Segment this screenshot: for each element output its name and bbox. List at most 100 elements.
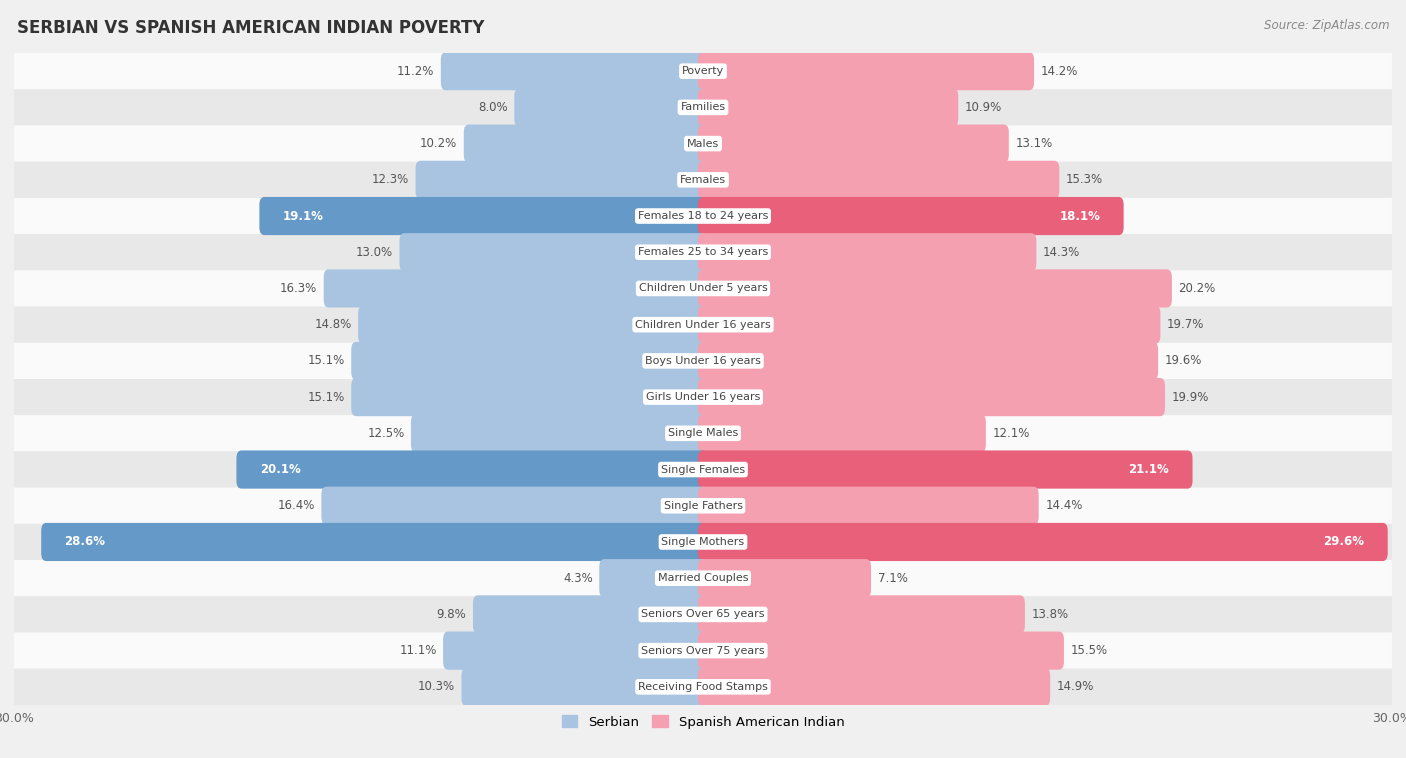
Text: Single Fathers: Single Fathers <box>664 501 742 511</box>
FancyBboxPatch shape <box>236 450 709 489</box>
FancyBboxPatch shape <box>14 306 1392 343</box>
FancyBboxPatch shape <box>14 597 1392 632</box>
FancyBboxPatch shape <box>443 631 709 670</box>
Text: 11.2%: 11.2% <box>396 64 434 77</box>
Text: 14.2%: 14.2% <box>1040 64 1078 77</box>
FancyBboxPatch shape <box>14 126 1392 161</box>
FancyBboxPatch shape <box>697 88 959 127</box>
FancyBboxPatch shape <box>416 161 709 199</box>
Text: Single Males: Single Males <box>668 428 738 438</box>
FancyBboxPatch shape <box>697 305 1160 344</box>
Text: 13.8%: 13.8% <box>1032 608 1069 621</box>
FancyBboxPatch shape <box>14 343 1392 379</box>
Text: 13.1%: 13.1% <box>1015 137 1053 150</box>
FancyBboxPatch shape <box>697 378 1166 416</box>
Text: 14.9%: 14.9% <box>1057 681 1094 694</box>
FancyBboxPatch shape <box>352 342 709 380</box>
FancyBboxPatch shape <box>14 487 1392 524</box>
Legend: Serbian, Spanish American Indian: Serbian, Spanish American Indian <box>557 710 849 735</box>
Text: Seniors Over 75 years: Seniors Over 75 years <box>641 646 765 656</box>
FancyBboxPatch shape <box>352 378 709 416</box>
FancyBboxPatch shape <box>14 53 1392 89</box>
Text: 12.5%: 12.5% <box>367 427 405 440</box>
FancyBboxPatch shape <box>14 524 1392 560</box>
Text: Females 18 to 24 years: Females 18 to 24 years <box>638 211 768 221</box>
FancyBboxPatch shape <box>14 379 1392 415</box>
Text: 8.0%: 8.0% <box>478 101 508 114</box>
Text: 12.1%: 12.1% <box>993 427 1029 440</box>
Text: 4.3%: 4.3% <box>562 572 593 584</box>
Text: 15.3%: 15.3% <box>1066 174 1102 186</box>
FancyBboxPatch shape <box>411 414 709 453</box>
FancyBboxPatch shape <box>697 233 1036 271</box>
FancyBboxPatch shape <box>14 161 1392 198</box>
Text: 20.1%: 20.1% <box>260 463 301 476</box>
Text: 10.9%: 10.9% <box>965 101 1002 114</box>
Text: 9.8%: 9.8% <box>437 608 467 621</box>
FancyBboxPatch shape <box>697 124 1010 163</box>
FancyBboxPatch shape <box>14 415 1392 452</box>
Text: Receiving Food Stamps: Receiving Food Stamps <box>638 682 768 692</box>
Text: Females: Females <box>681 175 725 185</box>
FancyBboxPatch shape <box>461 668 709 706</box>
Text: 15.1%: 15.1% <box>308 355 344 368</box>
Text: Females 25 to 34 years: Females 25 to 34 years <box>638 247 768 257</box>
FancyBboxPatch shape <box>599 559 709 597</box>
FancyBboxPatch shape <box>323 269 709 308</box>
FancyBboxPatch shape <box>697 269 1171 308</box>
FancyBboxPatch shape <box>14 198 1392 234</box>
Text: SERBIAN VS SPANISH AMERICAN INDIAN POVERTY: SERBIAN VS SPANISH AMERICAN INDIAN POVER… <box>17 19 485 37</box>
Text: 10.2%: 10.2% <box>420 137 457 150</box>
Text: Single Females: Single Females <box>661 465 745 475</box>
FancyBboxPatch shape <box>14 89 1392 126</box>
Text: 29.6%: 29.6% <box>1323 535 1364 549</box>
Text: Families: Families <box>681 102 725 112</box>
FancyBboxPatch shape <box>697 52 1033 90</box>
Text: 14.8%: 14.8% <box>315 318 352 331</box>
FancyBboxPatch shape <box>14 234 1392 271</box>
Text: 18.1%: 18.1% <box>1059 209 1101 223</box>
Text: 28.6%: 28.6% <box>65 535 105 549</box>
FancyBboxPatch shape <box>464 124 709 163</box>
Text: 10.3%: 10.3% <box>418 681 456 694</box>
FancyBboxPatch shape <box>472 595 709 634</box>
FancyBboxPatch shape <box>697 487 1039 525</box>
Text: 14.4%: 14.4% <box>1045 500 1083 512</box>
Text: Married Couples: Married Couples <box>658 573 748 583</box>
FancyBboxPatch shape <box>515 88 709 127</box>
Text: 12.3%: 12.3% <box>371 174 409 186</box>
Text: 19.9%: 19.9% <box>1171 390 1209 403</box>
Text: 21.1%: 21.1% <box>1129 463 1170 476</box>
FancyBboxPatch shape <box>697 342 1159 380</box>
Text: Children Under 5 years: Children Under 5 years <box>638 283 768 293</box>
FancyBboxPatch shape <box>697 631 1064 670</box>
FancyBboxPatch shape <box>697 668 1050 706</box>
FancyBboxPatch shape <box>322 487 709 525</box>
FancyBboxPatch shape <box>14 632 1392 669</box>
Text: 13.0%: 13.0% <box>356 246 392 258</box>
FancyBboxPatch shape <box>697 197 1123 235</box>
Text: Seniors Over 65 years: Seniors Over 65 years <box>641 609 765 619</box>
Text: 16.3%: 16.3% <box>280 282 318 295</box>
FancyBboxPatch shape <box>697 450 1192 489</box>
FancyBboxPatch shape <box>259 197 709 235</box>
Text: 7.1%: 7.1% <box>877 572 907 584</box>
FancyBboxPatch shape <box>14 271 1392 306</box>
Text: 15.5%: 15.5% <box>1070 644 1108 657</box>
FancyBboxPatch shape <box>14 560 1392 597</box>
Text: Children Under 16 years: Children Under 16 years <box>636 320 770 330</box>
FancyBboxPatch shape <box>697 414 986 453</box>
FancyBboxPatch shape <box>697 559 872 597</box>
FancyBboxPatch shape <box>399 233 709 271</box>
FancyBboxPatch shape <box>359 305 709 344</box>
Text: 19.7%: 19.7% <box>1167 318 1205 331</box>
FancyBboxPatch shape <box>697 595 1025 634</box>
FancyBboxPatch shape <box>697 161 1059 199</box>
FancyBboxPatch shape <box>697 523 1388 561</box>
FancyBboxPatch shape <box>14 669 1392 705</box>
Text: Males: Males <box>688 139 718 149</box>
Text: 14.3%: 14.3% <box>1043 246 1080 258</box>
Text: Girls Under 16 years: Girls Under 16 years <box>645 392 761 402</box>
Text: Source: ZipAtlas.com: Source: ZipAtlas.com <box>1264 19 1389 32</box>
Text: 19.6%: 19.6% <box>1164 355 1202 368</box>
